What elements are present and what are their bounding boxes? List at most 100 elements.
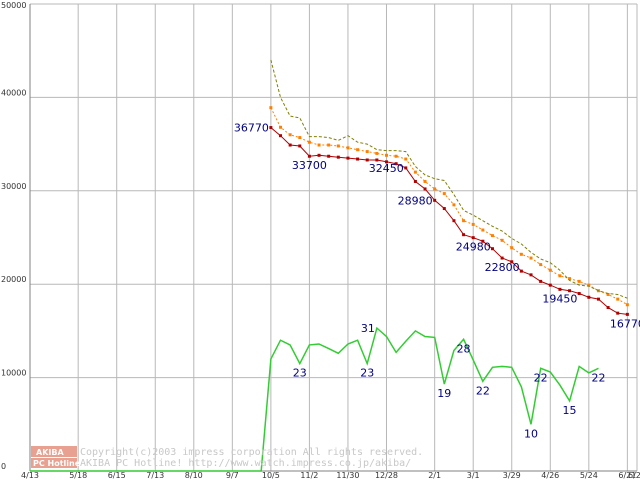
series-point-1 — [279, 125, 283, 129]
series-point-1 — [346, 146, 350, 150]
series — [30, 59, 629, 472]
series-point-0 — [471, 236, 475, 240]
series-point-1 — [365, 150, 369, 154]
series-point-1 — [307, 140, 311, 144]
series-point-0 — [365, 158, 369, 162]
series-point-0 — [625, 312, 629, 316]
data-label: 23 — [360, 367, 374, 380]
series-point-1 — [442, 192, 446, 196]
data-label: 19 — [437, 387, 451, 400]
series-point-1 — [577, 279, 581, 283]
series-point-1 — [568, 277, 572, 281]
x-tick-label: 5/18 — [69, 471, 87, 480]
series-point-1 — [625, 303, 629, 307]
series-point-0 — [442, 207, 446, 211]
series-point-0 — [413, 179, 417, 183]
x-tick-label: 11/30 — [336, 471, 359, 480]
x-tick-label: 5/24 — [580, 471, 598, 480]
grid — [29, 3, 638, 472]
series-point-1 — [471, 222, 475, 226]
series-point-1 — [423, 179, 427, 183]
series-point-1 — [558, 274, 562, 278]
series-point-0 — [336, 155, 340, 159]
x-tick-label: 4/26 — [541, 471, 559, 480]
series-point-0 — [500, 256, 504, 260]
series-point-0 — [616, 311, 620, 315]
series-point-0 — [452, 219, 456, 223]
series-point-0 — [548, 283, 552, 287]
series-point-0 — [288, 143, 292, 147]
series-point-1 — [481, 228, 485, 232]
data-label: 16770 — [610, 317, 640, 330]
x-tick-label: 10/5 — [262, 471, 280, 480]
series-point-1 — [452, 203, 456, 207]
series-point-1 — [433, 187, 437, 191]
series-point-0 — [587, 295, 591, 299]
series-point-0 — [307, 154, 311, 158]
series-point-0 — [577, 292, 581, 296]
x-tick-label: 9/7 — [226, 471, 239, 480]
series-point-1 — [500, 238, 504, 242]
data-label: 36770 — [234, 122, 269, 135]
series-point-0 — [462, 233, 466, 237]
series-point-0 — [490, 247, 494, 251]
data-label: 22 — [534, 371, 548, 384]
series-point-1 — [298, 136, 302, 140]
series-point-1 — [490, 234, 494, 238]
x-tick-label: 11/2 — [300, 471, 318, 480]
x-tick-label: 6/28 — [628, 471, 640, 480]
series-point-0 — [568, 289, 572, 293]
series-point-1 — [327, 143, 331, 147]
series-line-3 — [30, 326, 599, 472]
series-point-0 — [384, 160, 388, 164]
watermark-copyright: Copyright(c)2003 impress corporation All… — [80, 447, 423, 458]
data-label: 23 — [293, 367, 307, 380]
series-point-1 — [384, 153, 388, 157]
data-label: 28 — [457, 342, 471, 355]
series-point-1 — [394, 154, 398, 158]
x-tick-label: 7/13 — [146, 471, 164, 480]
series-point-1 — [616, 297, 620, 301]
series-point-0 — [558, 287, 562, 291]
watermark-logo-bottom: PC Hotline! — [33, 459, 84, 468]
x-tick-label: 12/28 — [375, 471, 398, 480]
series-point-0 — [375, 158, 379, 162]
series-line-0 — [270, 127, 628, 315]
x-tick-label: 8/10 — [185, 471, 203, 480]
series-point-0 — [423, 187, 427, 191]
data-label: 33700 — [292, 159, 327, 172]
watermark-logo-bottom-bg — [31, 458, 77, 468]
series-point-0 — [269, 126, 273, 130]
series-point-1 — [404, 157, 408, 161]
series-point-1 — [587, 283, 591, 287]
series-point-1 — [317, 143, 321, 147]
series-point-0 — [394, 162, 398, 166]
series-point-0 — [433, 198, 437, 202]
x-tick-label: 6/15 — [108, 471, 126, 480]
series-point-1 — [356, 148, 360, 152]
data-label: 15 — [563, 404, 577, 417]
series-point-1 — [336, 144, 340, 148]
y-tick-label: 20000 — [1, 275, 26, 284]
y-tick-label: 30000 — [1, 182, 26, 191]
x-tick-label: 3/1 — [467, 471, 480, 480]
data-label: 10 — [524, 427, 538, 440]
data-label: 31 — [361, 322, 375, 335]
watermark-url: AKIBA PC Hotline! http://www.watch.impre… — [80, 458, 411, 469]
y-tick-label: 50000 — [1, 1, 26, 10]
series-point-1 — [375, 151, 379, 155]
series-point-0 — [596, 297, 600, 301]
series-point-0 — [327, 154, 331, 158]
data-label: 24980 — [456, 241, 491, 254]
data-label: 22 — [591, 371, 605, 384]
series-point-0 — [356, 157, 360, 161]
series-point-1 — [462, 219, 466, 223]
watermark-logo-top: AKIBA — [36, 448, 64, 457]
series-point-1 — [269, 106, 273, 110]
series-point-0 — [279, 134, 283, 138]
series-point-0 — [298, 144, 302, 148]
series-point-0 — [606, 306, 610, 310]
series-point-0 — [510, 260, 514, 264]
x-tick-label: 3/29 — [503, 471, 521, 480]
